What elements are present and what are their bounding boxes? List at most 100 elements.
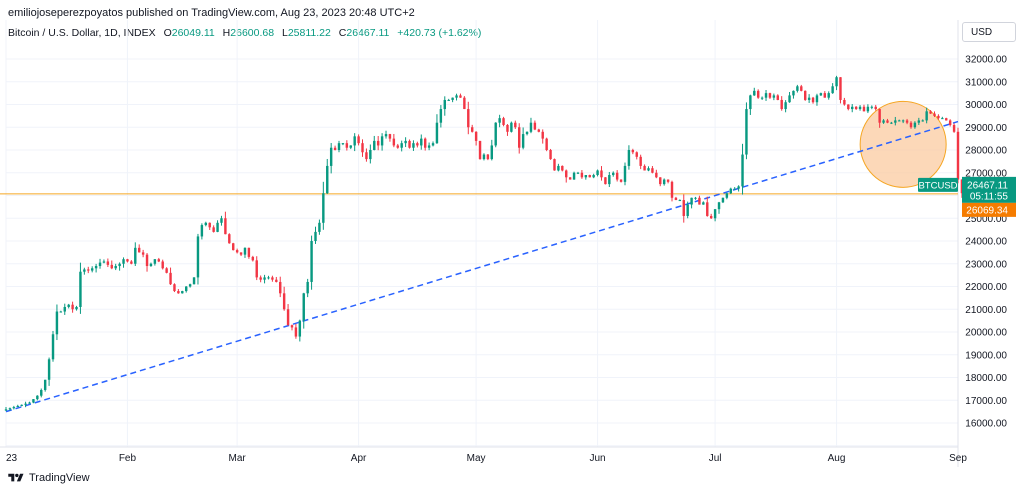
candle-body <box>529 122 533 132</box>
candle-body <box>314 231 317 241</box>
candle-body <box>619 179 623 182</box>
candle-body <box>208 222 211 228</box>
candle-body <box>713 209 717 219</box>
candle-body <box>819 93 823 96</box>
candle-body <box>412 143 415 148</box>
candle-body <box>615 172 619 180</box>
candle-body <box>114 266 117 269</box>
candle-body <box>67 304 70 307</box>
candle-body <box>533 122 537 130</box>
candle-body <box>749 95 752 110</box>
candle-body <box>909 122 913 128</box>
candle-body <box>565 170 568 178</box>
candle-body <box>24 403 27 405</box>
candle-body <box>216 222 219 232</box>
candle-body <box>83 269 86 272</box>
candle-body <box>157 259 161 262</box>
candle-body <box>420 138 423 146</box>
candle-body <box>866 106 870 112</box>
candle-body <box>28 402 31 404</box>
candle-body <box>263 277 266 280</box>
candle-body <box>898 120 901 122</box>
candle-body <box>467 109 470 128</box>
candle-body <box>686 204 689 216</box>
candle-body <box>807 97 811 100</box>
candle-body <box>537 129 541 132</box>
y-tick-label: 20000.00 <box>965 328 1007 339</box>
candle-body <box>584 175 588 178</box>
candle-body <box>369 150 372 160</box>
candle-body <box>43 379 47 391</box>
candle-body <box>670 181 674 198</box>
countdown-label: 05:11:55 <box>970 191 1009 202</box>
candle-body <box>59 311 63 313</box>
candle-body <box>482 154 486 160</box>
candle-body <box>169 272 172 285</box>
candle-body <box>310 241 313 282</box>
x-tick-label: Sep <box>949 453 967 464</box>
candle-body <box>960 179 964 194</box>
candle-body <box>98 262 102 267</box>
candle-body <box>141 252 145 255</box>
candle-body <box>890 122 893 124</box>
support-price-label: 26069.34 <box>966 205 1008 216</box>
footer-brand: TradingView <box>8 472 90 484</box>
currency-button[interactable]: USD <box>962 22 1016 42</box>
open-label: O <box>163 27 172 39</box>
candle-body <box>572 172 576 180</box>
candle-body <box>557 165 560 171</box>
candle-body <box>161 261 164 269</box>
candle-body <box>862 106 866 112</box>
candle-body <box>913 122 917 128</box>
low-label: L <box>281 27 288 39</box>
candle-body <box>725 193 729 198</box>
candle-body <box>839 77 842 100</box>
candle-body <box>267 277 270 279</box>
candle-body <box>549 150 552 160</box>
y-tick-label: 16000.00 <box>965 419 1007 430</box>
candle-body <box>776 95 780 100</box>
candle-body <box>604 177 607 185</box>
candle-body <box>282 293 286 310</box>
y-tick-label: 22000.00 <box>965 282 1007 293</box>
candle-body <box>717 202 721 210</box>
candle-body <box>220 218 223 223</box>
candle-body <box>662 179 666 185</box>
candle-body <box>435 122 439 144</box>
candle-body <box>79 271 82 307</box>
candle-body <box>75 306 78 310</box>
candle-body <box>388 134 392 139</box>
candle-body <box>286 309 290 326</box>
candle-body <box>12 407 16 409</box>
candle-body <box>886 120 889 123</box>
candle-body <box>741 154 744 187</box>
candle-body <box>51 334 55 360</box>
candle-body <box>478 140 482 160</box>
candle-body <box>32 399 35 403</box>
candle-body <box>592 175 595 178</box>
candle-body <box>376 140 380 146</box>
candle-body <box>854 106 858 110</box>
candle-body <box>831 86 834 94</box>
candle-body <box>627 150 631 166</box>
x-tick-label: Jun <box>590 453 606 464</box>
candle-body <box>588 175 591 178</box>
candle-body <box>498 118 501 123</box>
candle-body <box>439 109 443 123</box>
candle-body <box>929 111 932 114</box>
candle-body <box>380 136 384 146</box>
candle-body <box>36 395 39 400</box>
y-tick-label: 21000.00 <box>965 305 1007 316</box>
candle-body <box>110 264 113 269</box>
candle-body <box>882 120 885 123</box>
candle-body <box>682 200 685 216</box>
candle-body <box>431 143 435 146</box>
candle-body <box>788 95 791 103</box>
candle-body <box>373 140 376 150</box>
candle-body <box>917 120 921 123</box>
candle-body <box>694 197 697 199</box>
candle-body <box>149 263 153 267</box>
candle-body <box>8 408 12 410</box>
candle-body <box>827 93 830 98</box>
